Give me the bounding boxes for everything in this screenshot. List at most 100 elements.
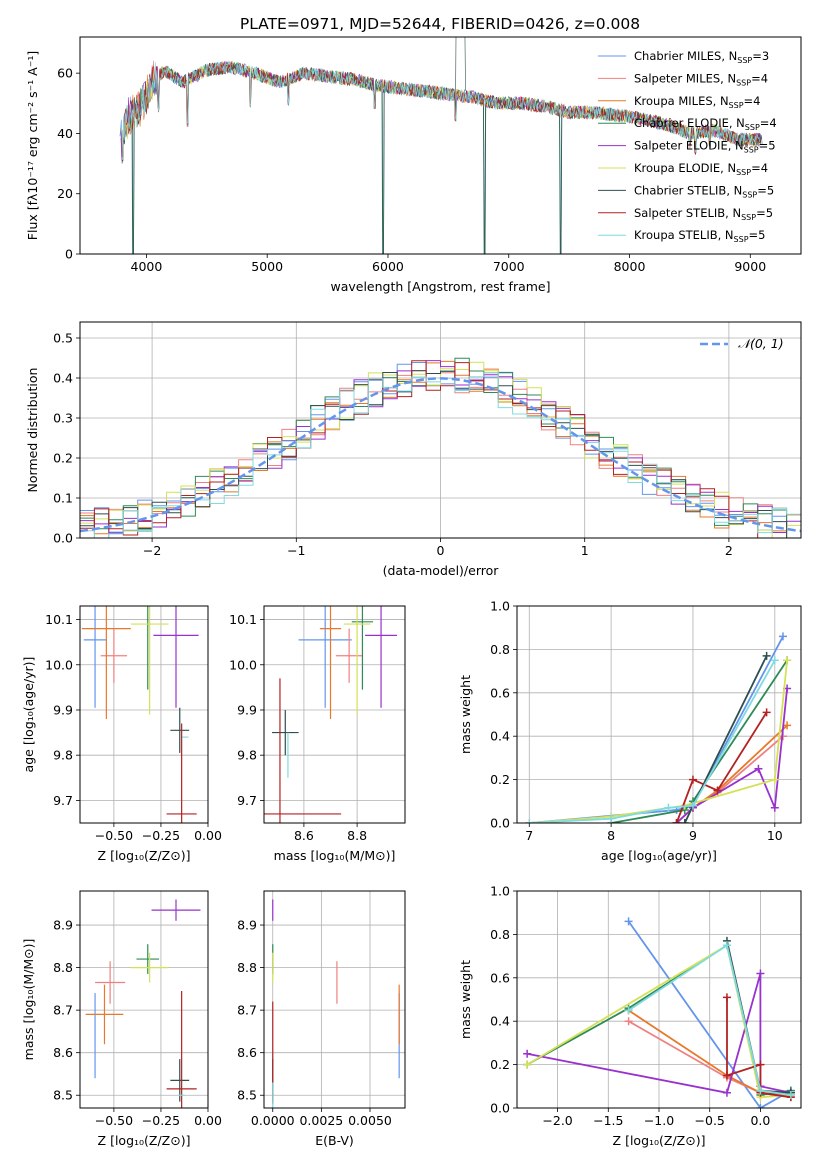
x-axis-label: E(B-V) bbox=[315, 1133, 354, 1148]
y-tick-label: 9.9 bbox=[237, 702, 257, 717]
y-axis-label: mass weight bbox=[458, 675, 473, 754]
legend-label: 𝒩(0, 1) bbox=[738, 336, 784, 351]
legend-label: Salpeter ELODIE, NSSP=5 bbox=[634, 139, 776, 155]
x-axis-label: Z [log₁₀(Z/Z⊙)] bbox=[98, 1133, 191, 1148]
weight-marker bbox=[783, 656, 792, 665]
axes: 7 8 9 10 0.0 0.2 0.4 0.6 0.8 1.0 age [log₁₀(age/yr… bbox=[458, 599, 802, 863]
y-tick-label: 0 bbox=[65, 247, 73, 262]
x-tick-label: 8 bbox=[607, 828, 615, 843]
x-tick-label: −0.5 bbox=[695, 1113, 725, 1128]
y-tick-label: 40 bbox=[57, 126, 73, 141]
y-axis-label: mass [log₁₀(M/M⊙)] bbox=[21, 939, 36, 1061]
y-tick-label: 9.7 bbox=[53, 793, 73, 808]
x-tick-label: 8.6 bbox=[294, 828, 314, 843]
grid bbox=[80, 322, 801, 539]
y-tick-label: 9.9 bbox=[53, 702, 73, 717]
spectrum-legend: Chabrier MILES, NSSP=3 Salpeter MILES, NS… bbox=[598, 49, 777, 244]
x-tick-label: 8000 bbox=[614, 259, 646, 274]
weight-series bbox=[628, 1020, 791, 1096]
grid bbox=[264, 891, 405, 1108]
x-axis-label: wavelength [Angstrom, rest frame] bbox=[330, 279, 550, 294]
y-tick-label: 8.9 bbox=[237, 918, 257, 933]
weight-marker bbox=[664, 803, 673, 812]
axes-frame bbox=[79, 605, 209, 824]
x-tick-label: 5000 bbox=[251, 259, 283, 274]
axes: −2 −1 0 1 2 0.0 0.1 0.2 0.3 0.4 0.5 (data-model)/er… bbox=[25, 321, 802, 578]
axes-frame bbox=[79, 321, 802, 539]
weight-marker bbox=[786, 1090, 795, 1099]
figure-title: PLATE=0971, MJD=52644, FIBERID=0426, z=0… bbox=[240, 15, 640, 33]
y-tick-label: 8.5 bbox=[53, 1088, 73, 1103]
weight-marker bbox=[770, 656, 779, 665]
weight-series bbox=[628, 943, 792, 1096]
x-tick-label: 7000 bbox=[493, 259, 525, 274]
axes-frame bbox=[263, 605, 406, 824]
y-tick-label: 10.1 bbox=[229, 612, 257, 627]
weight-marker bbox=[713, 786, 722, 795]
weight-marker bbox=[756, 1086, 765, 1095]
plot-area bbox=[81, 606, 199, 823]
histogram-series bbox=[80, 360, 801, 538]
y-tick-label: 0.6 bbox=[490, 685, 510, 700]
weight-marker bbox=[722, 1088, 731, 1097]
x-tick-label: −0.25 bbox=[142, 1113, 180, 1128]
x-tick-label: 9000 bbox=[734, 259, 766, 274]
x-tick-label: −1.5 bbox=[593, 1113, 623, 1128]
weight-marker bbox=[770, 803, 779, 812]
normal-curve bbox=[80, 377, 801, 533]
panel-age_vs_Z: −0.50 −0.25 0.00 9.7 9.8 9.9 10.0 10.1 Z [log₁₀(… bbox=[21, 605, 222, 863]
weight-marker bbox=[783, 721, 792, 730]
y-tick-label: 0.4 bbox=[490, 729, 510, 744]
y-tick-label: 9.8 bbox=[53, 748, 73, 763]
axes: 8.6 8.8 9.7 9.8 9.9 10.0 10.1 mass [log₁₀(M/M⊙)… bbox=[229, 605, 406, 863]
plot-area bbox=[525, 632, 792, 823]
histogram-series bbox=[80, 361, 801, 538]
y-axis-label: Flux [fλ10⁻¹⁷ erg cm⁻² s⁻¹ A⁻¹] bbox=[25, 51, 40, 240]
x-tick-label: −2.0 bbox=[542, 1113, 572, 1128]
x-tick-label: 4000 bbox=[131, 259, 163, 274]
y-tick-label: 0.2 bbox=[490, 1057, 510, 1072]
weight-series bbox=[529, 635, 784, 823]
x-axis-label: mass [log₁₀(M/M⊙)] bbox=[274, 848, 396, 863]
y-tick-label: 0.2 bbox=[53, 451, 73, 466]
axes-frame bbox=[263, 890, 406, 1109]
weight-marker bbox=[778, 632, 787, 641]
axes: 4000 5000 6000 7000 8000 9000 0 20 40 60 wavelengt… bbox=[25, 36, 802, 294]
legend-label: Kroupa MILES, NSSP=4 bbox=[634, 94, 760, 110]
x-tick-label: 0.00 bbox=[194, 828, 222, 843]
x-tick-label: 6000 bbox=[372, 259, 404, 274]
y-tick-label: 8.6 bbox=[53, 1045, 73, 1060]
legend-label: Chabrier STELIB, NSSP=5 bbox=[634, 183, 774, 199]
axes-frame bbox=[516, 605, 802, 824]
y-tick-label: 10.0 bbox=[45, 657, 73, 672]
panel-age_vs_mass: 8.6 8.8 9.7 9.8 9.9 10.0 10.1 mass [log₁₀(M/M⊙)… bbox=[229, 605, 406, 863]
weight-series bbox=[726, 940, 791, 1094]
x-tick-label: 8.8 bbox=[347, 828, 367, 843]
legend-label: Salpeter MILES, NSSP=4 bbox=[634, 71, 768, 87]
grid bbox=[80, 606, 209, 823]
y-tick-label: 0.4 bbox=[53, 371, 73, 386]
weight-marker bbox=[756, 1060, 765, 1069]
x-tick-label: 0.0050 bbox=[348, 1113, 392, 1128]
weight-marker bbox=[762, 651, 771, 660]
axes-frame bbox=[516, 890, 802, 1109]
x-tick-label: −0.25 bbox=[142, 828, 180, 843]
y-tick-label: 8.7 bbox=[53, 1003, 73, 1018]
y-tick-label: 8.6 bbox=[237, 1045, 257, 1060]
y-tick-label: 9.7 bbox=[237, 793, 257, 808]
y-tick-label: 0.0 bbox=[53, 531, 73, 546]
grid bbox=[517, 890, 801, 1109]
axes-frame bbox=[79, 890, 209, 1109]
panel-massweight_vs_age: 7 8 9 10 0.0 0.2 0.4 0.6 0.8 1.0 age [log₁₀(age/yr… bbox=[458, 599, 802, 863]
y-axis-label: Normed distribution bbox=[25, 368, 40, 493]
weight-marker bbox=[624, 917, 633, 926]
plot-area bbox=[272, 899, 400, 1108]
y-tick-label: 0.0 bbox=[490, 1101, 510, 1116]
panel-mass_vs_Z: −0.50 −0.25 0.00 8.5 8.6 8.7 8.8 8.9 Z [log₁₀(Z/… bbox=[21, 890, 222, 1148]
y-tick-label: 0.6 bbox=[490, 970, 510, 985]
weight-marker bbox=[523, 1049, 532, 1058]
plot-area bbox=[119, 37, 763, 254]
x-tick-label: −0.50 bbox=[95, 828, 133, 843]
spectrum-line bbox=[120, 61, 763, 254]
y-tick-label: 8.9 bbox=[53, 918, 73, 933]
